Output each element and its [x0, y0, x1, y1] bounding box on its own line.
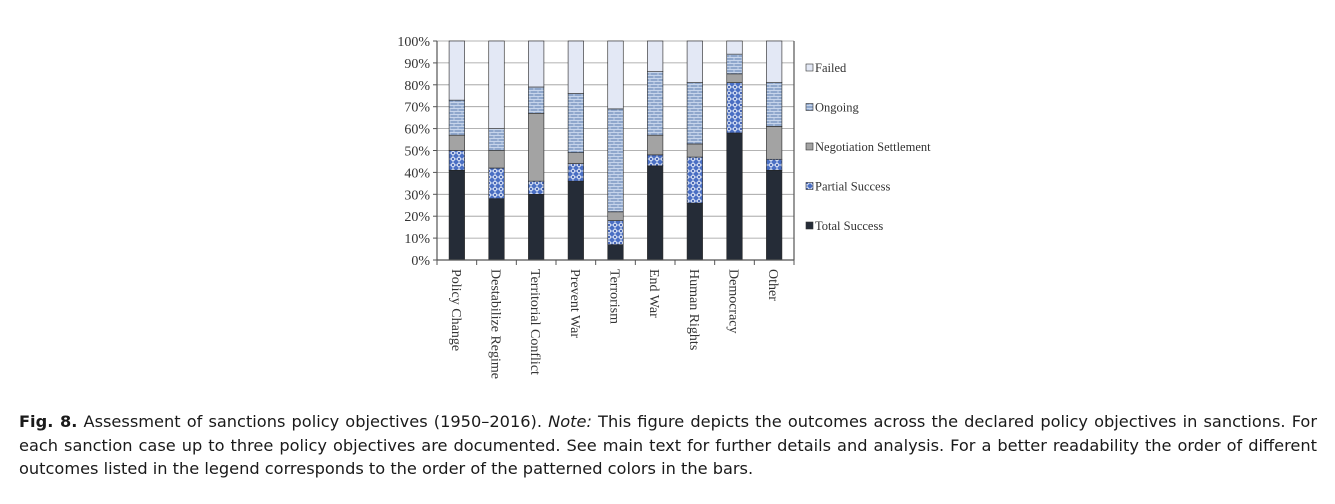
bar-segment-ongoing: [647, 71, 664, 136]
bar-segment-failed: [528, 40, 545, 88]
bar-segment-negotiation-settlement: [686, 143, 703, 158]
bar-segment-ongoing: [607, 108, 624, 213]
bars-layer: [448, 40, 783, 261]
bar-segment-partial-success: [488, 167, 505, 199]
category-label: End War: [646, 269, 661, 318]
bar-segment-negotiation-settlement: [448, 134, 465, 151]
category-label: Policy Change: [448, 269, 463, 351]
y-tick-label: 50%: [404, 145, 430, 160]
bar-segment-total-success: [448, 169, 465, 261]
bar-segment-failed: [607, 40, 624, 110]
bar-segment-negotiation-settlement: [726, 73, 743, 83]
category-label: Other: [765, 269, 780, 301]
category-label: Prevent War: [567, 269, 582, 338]
category-label: Human Rights: [686, 269, 701, 350]
bar-segment-failed: [647, 40, 664, 72]
legend-swatch: [805, 142, 814, 151]
bar-segment-partial-success: [448, 150, 465, 171]
legend-label: Partial Success: [815, 180, 890, 194]
bar-segment-failed: [448, 40, 465, 101]
legend-label: Ongoing: [815, 101, 860, 115]
bar-segment-negotiation-settlement: [567, 152, 584, 164]
bar-segment-total-success: [488, 198, 505, 261]
bar-segment-total-success: [567, 180, 584, 261]
y-tick-label: 70%: [404, 101, 430, 116]
bar-segment-total-success: [766, 169, 783, 261]
y-tick-label: 40%: [404, 166, 430, 181]
bar-segment-ongoing: [528, 86, 545, 114]
legend: Failed Ongoing Negotiation Settlement Parti…: [805, 61, 931, 233]
figure-caption: Fig. 8. Assessment of sanctions policy o…: [19, 410, 1317, 481]
bar-segment-partial-success: [726, 82, 743, 134]
bar-segment-partial-success: [647, 154, 664, 167]
category-label: Destabilize Regime: [488, 269, 503, 379]
bar-segment-negotiation-settlement: [528, 112, 545, 182]
bar-segment-ongoing: [567, 93, 584, 153]
y-tick-label: 0%: [411, 254, 430, 269]
bar-segment-total-success: [726, 132, 743, 261]
bar-segment-total-success: [647, 165, 664, 261]
bar-segment-ongoing: [766, 82, 783, 127]
bar-segment-negotiation-settlement: [488, 150, 505, 169]
category-label: Territorial Conflict: [527, 269, 542, 375]
bar-segment-failed: [686, 40, 703, 83]
legend-label: Total Success: [815, 219, 883, 233]
legend-label: Negotiation Settlement: [815, 140, 931, 154]
bar-segment-failed: [567, 40, 584, 94]
legend-label: Failed: [815, 61, 847, 75]
figure: 0% 10% 20% 30% 40% 50% 60% 70% 80% 90% 100% Policy …: [397, 35, 931, 379]
bar-segment-ongoing: [488, 128, 505, 151]
bar-segment-total-success: [607, 244, 624, 261]
bar-segment-negotiation-settlement: [607, 211, 624, 221]
bar-segment-total-success: [528, 194, 545, 261]
category-label: Terrorism: [607, 269, 622, 324]
bar-segment-partial-success: [528, 180, 545, 195]
y-tick-label: 100%: [397, 35, 430, 50]
y-tick-label: 90%: [404, 57, 430, 72]
bar-segment-ongoing: [448, 99, 465, 136]
y-tick-label: 30%: [404, 188, 430, 203]
y-tick-label: 60%: [404, 123, 430, 138]
stacked-bar-chart: 0% 10% 20% 30% 40% 50% 60% 70% 80% 90% 100% Policy …: [397, 35, 931, 379]
bar-segment-partial-success: [567, 163, 584, 182]
y-tick-label: 20%: [404, 210, 430, 225]
bar-segment-failed: [726, 40, 743, 55]
bar-segment-partial-success: [766, 158, 783, 171]
bar-segment-partial-success: [607, 220, 624, 245]
caption-label: Fig. 8.: [19, 412, 78, 431]
caption-text: Assessment of sanctions policy objective…: [77, 412, 549, 431]
y-tick-label: 80%: [404, 79, 430, 94]
bar-segment-failed: [488, 40, 505, 129]
bar-segment-partial-success: [686, 156, 703, 204]
bar-segment-total-success: [686, 202, 703, 261]
legend-swatch: [805, 103, 814, 111]
legend-swatch: [805, 182, 814, 190]
bar-segment-ongoing: [686, 82, 703, 145]
legend-swatch: [805, 221, 814, 230]
bar-segment-failed: [766, 40, 783, 83]
legend-swatch: [805, 63, 814, 72]
bar-segment-negotiation-settlement: [766, 126, 783, 160]
caption-note-label: Note:: [548, 412, 592, 431]
bar-segment-ongoing: [726, 53, 743, 75]
caption-note-text: This figure depicts the outcomes across …: [19, 412, 1317, 478]
axes-layer: 0% 10% 20% 30% 40% 50% 60% 70% 80% 90% 100% Policy …: [397, 35, 795, 379]
bar-segment-negotiation-settlement: [647, 134, 664, 156]
category-label: Democracy: [726, 269, 741, 334]
y-tick-label: 10%: [404, 232, 430, 247]
